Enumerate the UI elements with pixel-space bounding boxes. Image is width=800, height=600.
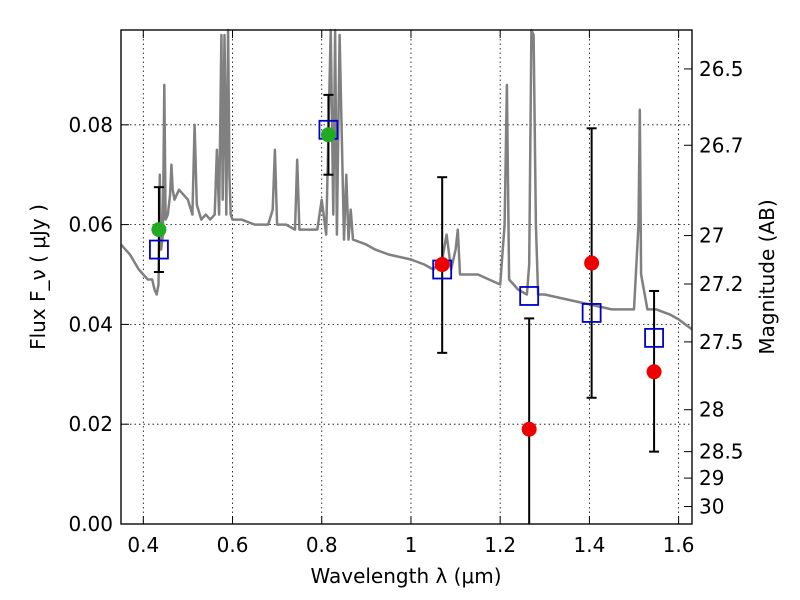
right-tick-label: 27: [699, 224, 724, 248]
plot-frame: [120, 29, 693, 525]
observed-circle-marker: [320, 127, 336, 143]
observed-circle-marker: [584, 255, 600, 271]
y-tick-label: 0.04: [68, 312, 113, 336]
observed-circle-marker: [521, 421, 537, 437]
x-tick-label: 0.8: [306, 533, 338, 557]
model-square-marker: [519, 286, 540, 306]
right-tick-label: 26.7: [699, 133, 744, 157]
right-tick-label: 29: [699, 466, 724, 490]
observed-circle-marker: [646, 364, 662, 380]
x-tick-label: 0.4: [127, 533, 159, 557]
axis-ticks: 0.4 0.6 0.8 1 1.2 1.4 1.6 0.00 0.02 0.04 0.06 0.08 2…: [68, 30, 744, 557]
right-tick-label: 27.5: [699, 330, 744, 354]
x-tick-label: 1.6: [663, 533, 695, 557]
observed-circle-marker: [151, 222, 167, 238]
spectrum-line: [120, 28, 693, 331]
right-tick-label: 30: [699, 495, 724, 519]
y-tick-label: 0.02: [68, 412, 113, 436]
right-tick-label: 26.5: [699, 57, 744, 81]
x-tick-label: 1.2: [484, 533, 516, 557]
plot-frame-top: [120, 29, 693, 525]
x-tick-label: 1: [405, 533, 418, 557]
right-tick-label: 28: [699, 398, 724, 422]
model-square-marker: [149, 239, 169, 260]
x-axis-title: Wavelength λ (μm): [310, 564, 501, 588]
right-tick-label: 28.5: [699, 440, 744, 464]
model-square-marker: [581, 303, 602, 323]
y-tick-label: 0.06: [68, 213, 113, 237]
x-tick-label: 1.4: [573, 533, 605, 557]
y-tick-label: 0.00: [68, 512, 113, 536]
right-tick-label: 27.2: [699, 272, 744, 296]
y-right-axis-title: Magnitude (AB): [755, 199, 779, 354]
data-markers: [149, 119, 664, 437]
model-spectrum: [120, 28, 693, 331]
x-tick-label: 0.6: [217, 533, 249, 557]
observed-circle-marker: [434, 257, 450, 273]
model-square-marker: [644, 327, 664, 348]
y-tick-label: 0.08: [68, 113, 113, 137]
y-axis-title: Flux F_ν ( μJy ): [26, 204, 50, 350]
